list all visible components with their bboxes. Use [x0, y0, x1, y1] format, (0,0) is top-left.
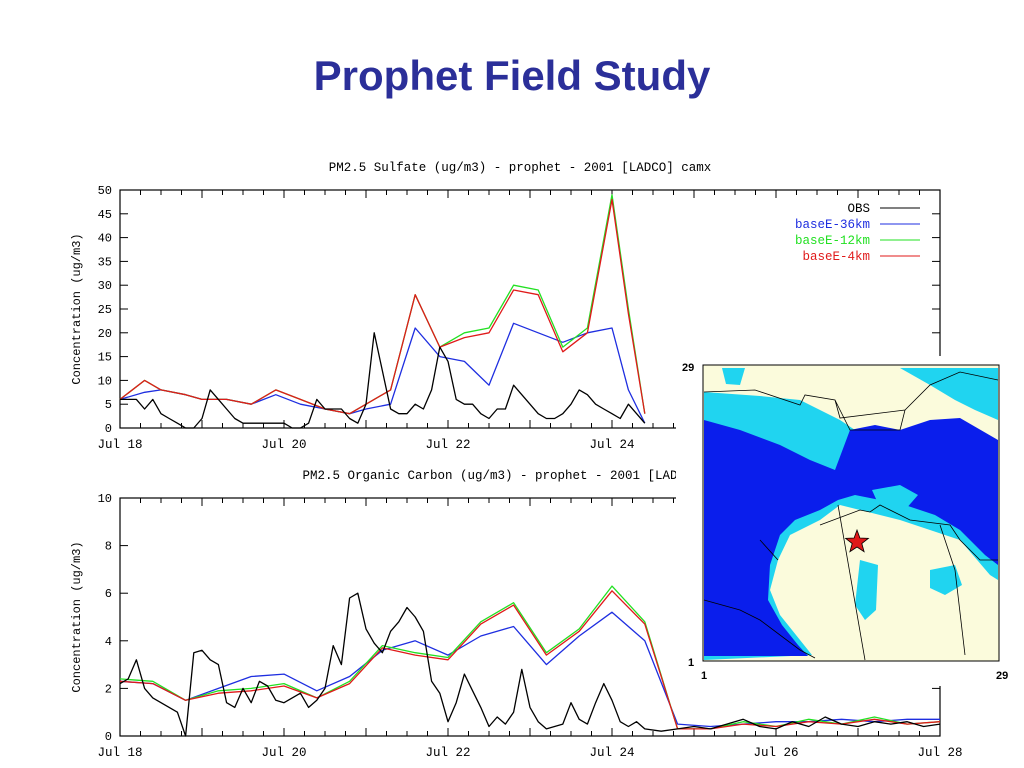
x-tick-label: Jul 18 — [97, 438, 142, 452]
map-concentration-light-spot — [722, 368, 745, 385]
y-tick-label: 0 — [105, 730, 112, 744]
map-borders — [703, 371, 999, 661]
x-tick-label: Jul 20 — [261, 438, 306, 452]
y-tick-label: 40 — [98, 232, 112, 246]
chart-title: PM2.5 Sulfate (ug/m3) - prophet - 2001 [… — [329, 161, 712, 175]
y-tick-label: 25 — [98, 303, 112, 317]
y-tick-label: 8 — [105, 540, 112, 554]
slide-title: Prophet Field Study — [313, 52, 711, 99]
legend-label: OBS — [847, 202, 870, 216]
x-tick-label: Jul 22 — [425, 438, 470, 452]
y-tick-label: 2 — [105, 682, 112, 696]
map-lake-island — [872, 485, 918, 510]
map-concentration-light-spot3 — [855, 560, 878, 620]
legend-label: baseE-12km — [795, 234, 870, 248]
map-concentration-light-top — [900, 368, 998, 420]
y-tick-label: 45 — [98, 208, 112, 222]
y-tick-label: 30 — [98, 279, 112, 293]
series-line-obs — [120, 332, 646, 429]
y-tick-label: 20 — [98, 327, 112, 341]
y-tick-label: 0 — [105, 422, 112, 436]
y-tick-label: 50 — [98, 184, 112, 198]
y-tick-label: 6 — [105, 587, 112, 601]
y-tick-label: 35 — [98, 255, 112, 269]
x-tick-label: Jul 26 — [753, 746, 798, 760]
legend-label: baseE-4km — [802, 250, 870, 264]
inset-map: 29 1 1 29 — [676, 356, 1016, 686]
x-tick-label: Jul 20 — [261, 746, 306, 760]
series-line-basee-12km — [119, 194, 646, 415]
map-label-bottom-left-x: 1 — [701, 670, 707, 682]
map-concentration-light-spot2 — [930, 565, 962, 595]
y-tick-label: 5 — [105, 398, 112, 412]
y-axis-label: Concentration (ug/m3) — [70, 541, 84, 692]
y-tick-label: 10 — [98, 374, 112, 388]
series-line-basee-4km — [119, 198, 646, 415]
y-tick-label: 10 — [98, 492, 112, 506]
series-line-obs — [119, 592, 941, 737]
x-tick-label: Jul 28 — [917, 746, 962, 760]
x-tick-label: Jul 24 — [589, 746, 634, 760]
chart-title: PM2.5 Organic Carbon (ug/m3) - prophet -… — [302, 469, 737, 483]
map-label-top-left: 29 — [682, 362, 694, 374]
site-star-marker — [844, 528, 870, 553]
legend-label: baseE-36km — [795, 218, 870, 232]
y-axis-label: Concentration (ug/m3) — [70, 233, 84, 384]
organic-carbon-chart: PM2.5 Organic Carbon (ug/m3) - prophet -… — [70, 469, 963, 760]
map-label-bottom-right: 29 — [996, 670, 1008, 682]
x-tick-label: Jul 22 — [425, 746, 470, 760]
y-tick-label: 4 — [105, 635, 112, 649]
series-line-basee-36km — [119, 611, 940, 728]
x-tick-label: Jul 18 — [97, 746, 142, 760]
map-concentration-dark — [704, 418, 998, 656]
map-label-bottom-left-y: 1 — [688, 657, 694, 669]
x-tick-label: Jul 24 — [589, 438, 634, 452]
y-tick-label: 15 — [98, 351, 112, 365]
